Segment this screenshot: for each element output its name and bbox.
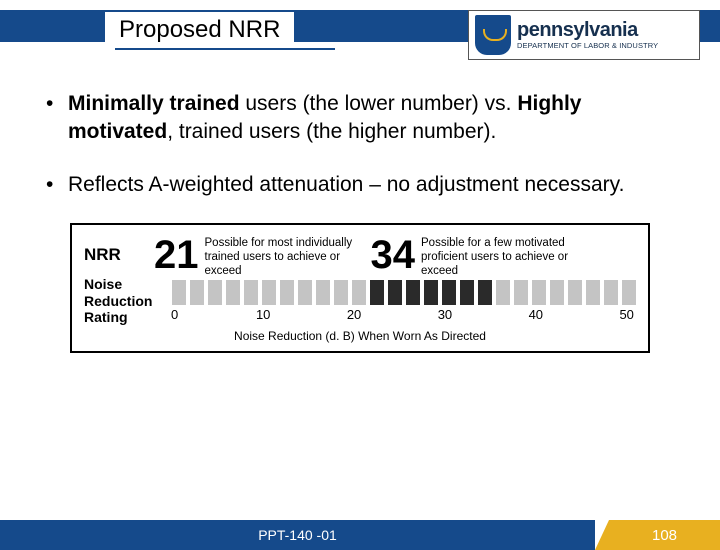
- nrr-bar: [316, 280, 330, 305]
- axis-tick: 10: [256, 307, 270, 322]
- nrr-bar: [442, 280, 456, 305]
- nrr-bar: [514, 280, 528, 305]
- footer: PPT-140 -01 108: [0, 520, 720, 550]
- nrr-bar: [568, 280, 582, 305]
- nrr-bar: [406, 280, 420, 305]
- nrr-bar: [298, 280, 312, 305]
- nrr-chart-caption: Noise Reduction (d. B) When Worn As Dire…: [84, 329, 636, 343]
- nrr-bar: [262, 280, 276, 305]
- bullet-dot-icon: •: [40, 90, 68, 147]
- logo-text-group: pennsylvania DEPARTMENT OF LABOR & INDUS…: [517, 20, 658, 50]
- nrr-bar: [424, 280, 438, 305]
- footer-code: PPT-140 -01: [258, 527, 337, 543]
- nrr-bar: [460, 280, 474, 305]
- footer-diagonal: [595, 520, 609, 550]
- nrr-bar: [334, 280, 348, 305]
- nrr-bar: [244, 280, 258, 305]
- title-bar: Proposed NRR pennsylvania DEPARTMENT OF …: [0, 10, 720, 68]
- content-area: •Minimally trained users (the lower numb…: [0, 68, 720, 353]
- nrr-sublabel: Noise Reduction Rating: [84, 276, 170, 324]
- nrr-desc-low: Possible for most individually trained u…: [205, 235, 365, 278]
- nrr-bar: [532, 280, 546, 305]
- nrr-bar: [550, 280, 564, 305]
- nrr-bar: [604, 280, 618, 305]
- axis-tick: 40: [529, 307, 543, 322]
- nrr-bar: [226, 280, 240, 305]
- nrr-label: NRR: [84, 235, 148, 265]
- footer-blue-band: PPT-140 -01: [0, 520, 595, 550]
- bullet-text: Reflects A-weighted attenuation – no adj…: [68, 171, 680, 199]
- keystone-shield-icon: [475, 15, 511, 55]
- nrr-bar: [280, 280, 294, 305]
- nrr-block: NRR 21 Possible for most individually tr…: [70, 223, 650, 353]
- logo-main-text: pennsylvania: [517, 20, 658, 40]
- nrr-bar: [586, 280, 600, 305]
- bullet-text: Minimally trained users (the lower numbe…: [68, 90, 680, 147]
- nrr-value-low: 21: [154, 235, 199, 275]
- bullet-item: •Reflects A-weighted attenuation – no ad…: [40, 171, 680, 199]
- axis-tick: 30: [438, 307, 452, 322]
- axis-tick: 50: [619, 307, 633, 322]
- nrr-desc-high: Possible for a few motivated proficient …: [421, 235, 581, 278]
- footer-gold-band: 108: [609, 520, 720, 550]
- bullet-dot-icon: •: [40, 171, 68, 199]
- nrr-bar: [496, 280, 510, 305]
- nrr-bar: [190, 280, 204, 305]
- nrr-bar: [622, 280, 636, 305]
- slide-title: Proposed NRR: [105, 12, 294, 48]
- nrr-row-chart: Noise Reduction Rating 0 10 20 30 40 50: [84, 276, 636, 324]
- nrr-bar: [388, 280, 402, 305]
- nrr-bar: [370, 280, 384, 305]
- nrr-bar: [208, 280, 222, 305]
- logo-sub-text: DEPARTMENT OF LABOR & INDUSTRY: [517, 42, 658, 50]
- axis-tick: 20: [347, 307, 361, 322]
- bullet-item: •Minimally trained users (the lower numb…: [40, 90, 680, 147]
- nrr-row-values: NRR 21 Possible for most individually tr…: [84, 235, 636, 278]
- nrr-bars: [170, 277, 636, 305]
- nrr-bar: [478, 280, 492, 305]
- nrr-chart: 0 10 20 30 40 50: [170, 277, 636, 325]
- axis-tick: 0: [171, 307, 178, 322]
- nrr-bar: [352, 280, 366, 305]
- title-underline: [115, 48, 335, 50]
- state-logo: pennsylvania DEPARTMENT OF LABOR & INDUS…: [468, 10, 700, 60]
- bullet-list: •Minimally trained users (the lower numb…: [40, 90, 680, 199]
- nrr-value-high: 34: [371, 235, 416, 275]
- nrr-bar: [172, 280, 186, 305]
- nrr-axis: 0 10 20 30 40 50: [170, 307, 636, 325]
- footer-page-number: 108: [652, 527, 677, 544]
